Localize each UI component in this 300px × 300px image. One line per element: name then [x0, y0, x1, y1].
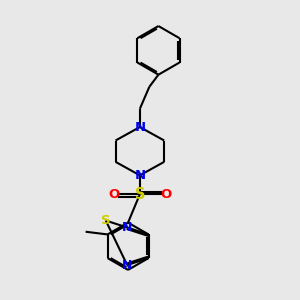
- Text: S: S: [135, 187, 145, 202]
- Text: N: N: [122, 259, 132, 272]
- Text: N: N: [134, 169, 146, 182]
- Text: N: N: [122, 221, 132, 234]
- Text: S: S: [101, 214, 111, 227]
- Text: N: N: [134, 121, 146, 134]
- Text: O: O: [160, 188, 172, 201]
- Text: O: O: [108, 188, 119, 201]
